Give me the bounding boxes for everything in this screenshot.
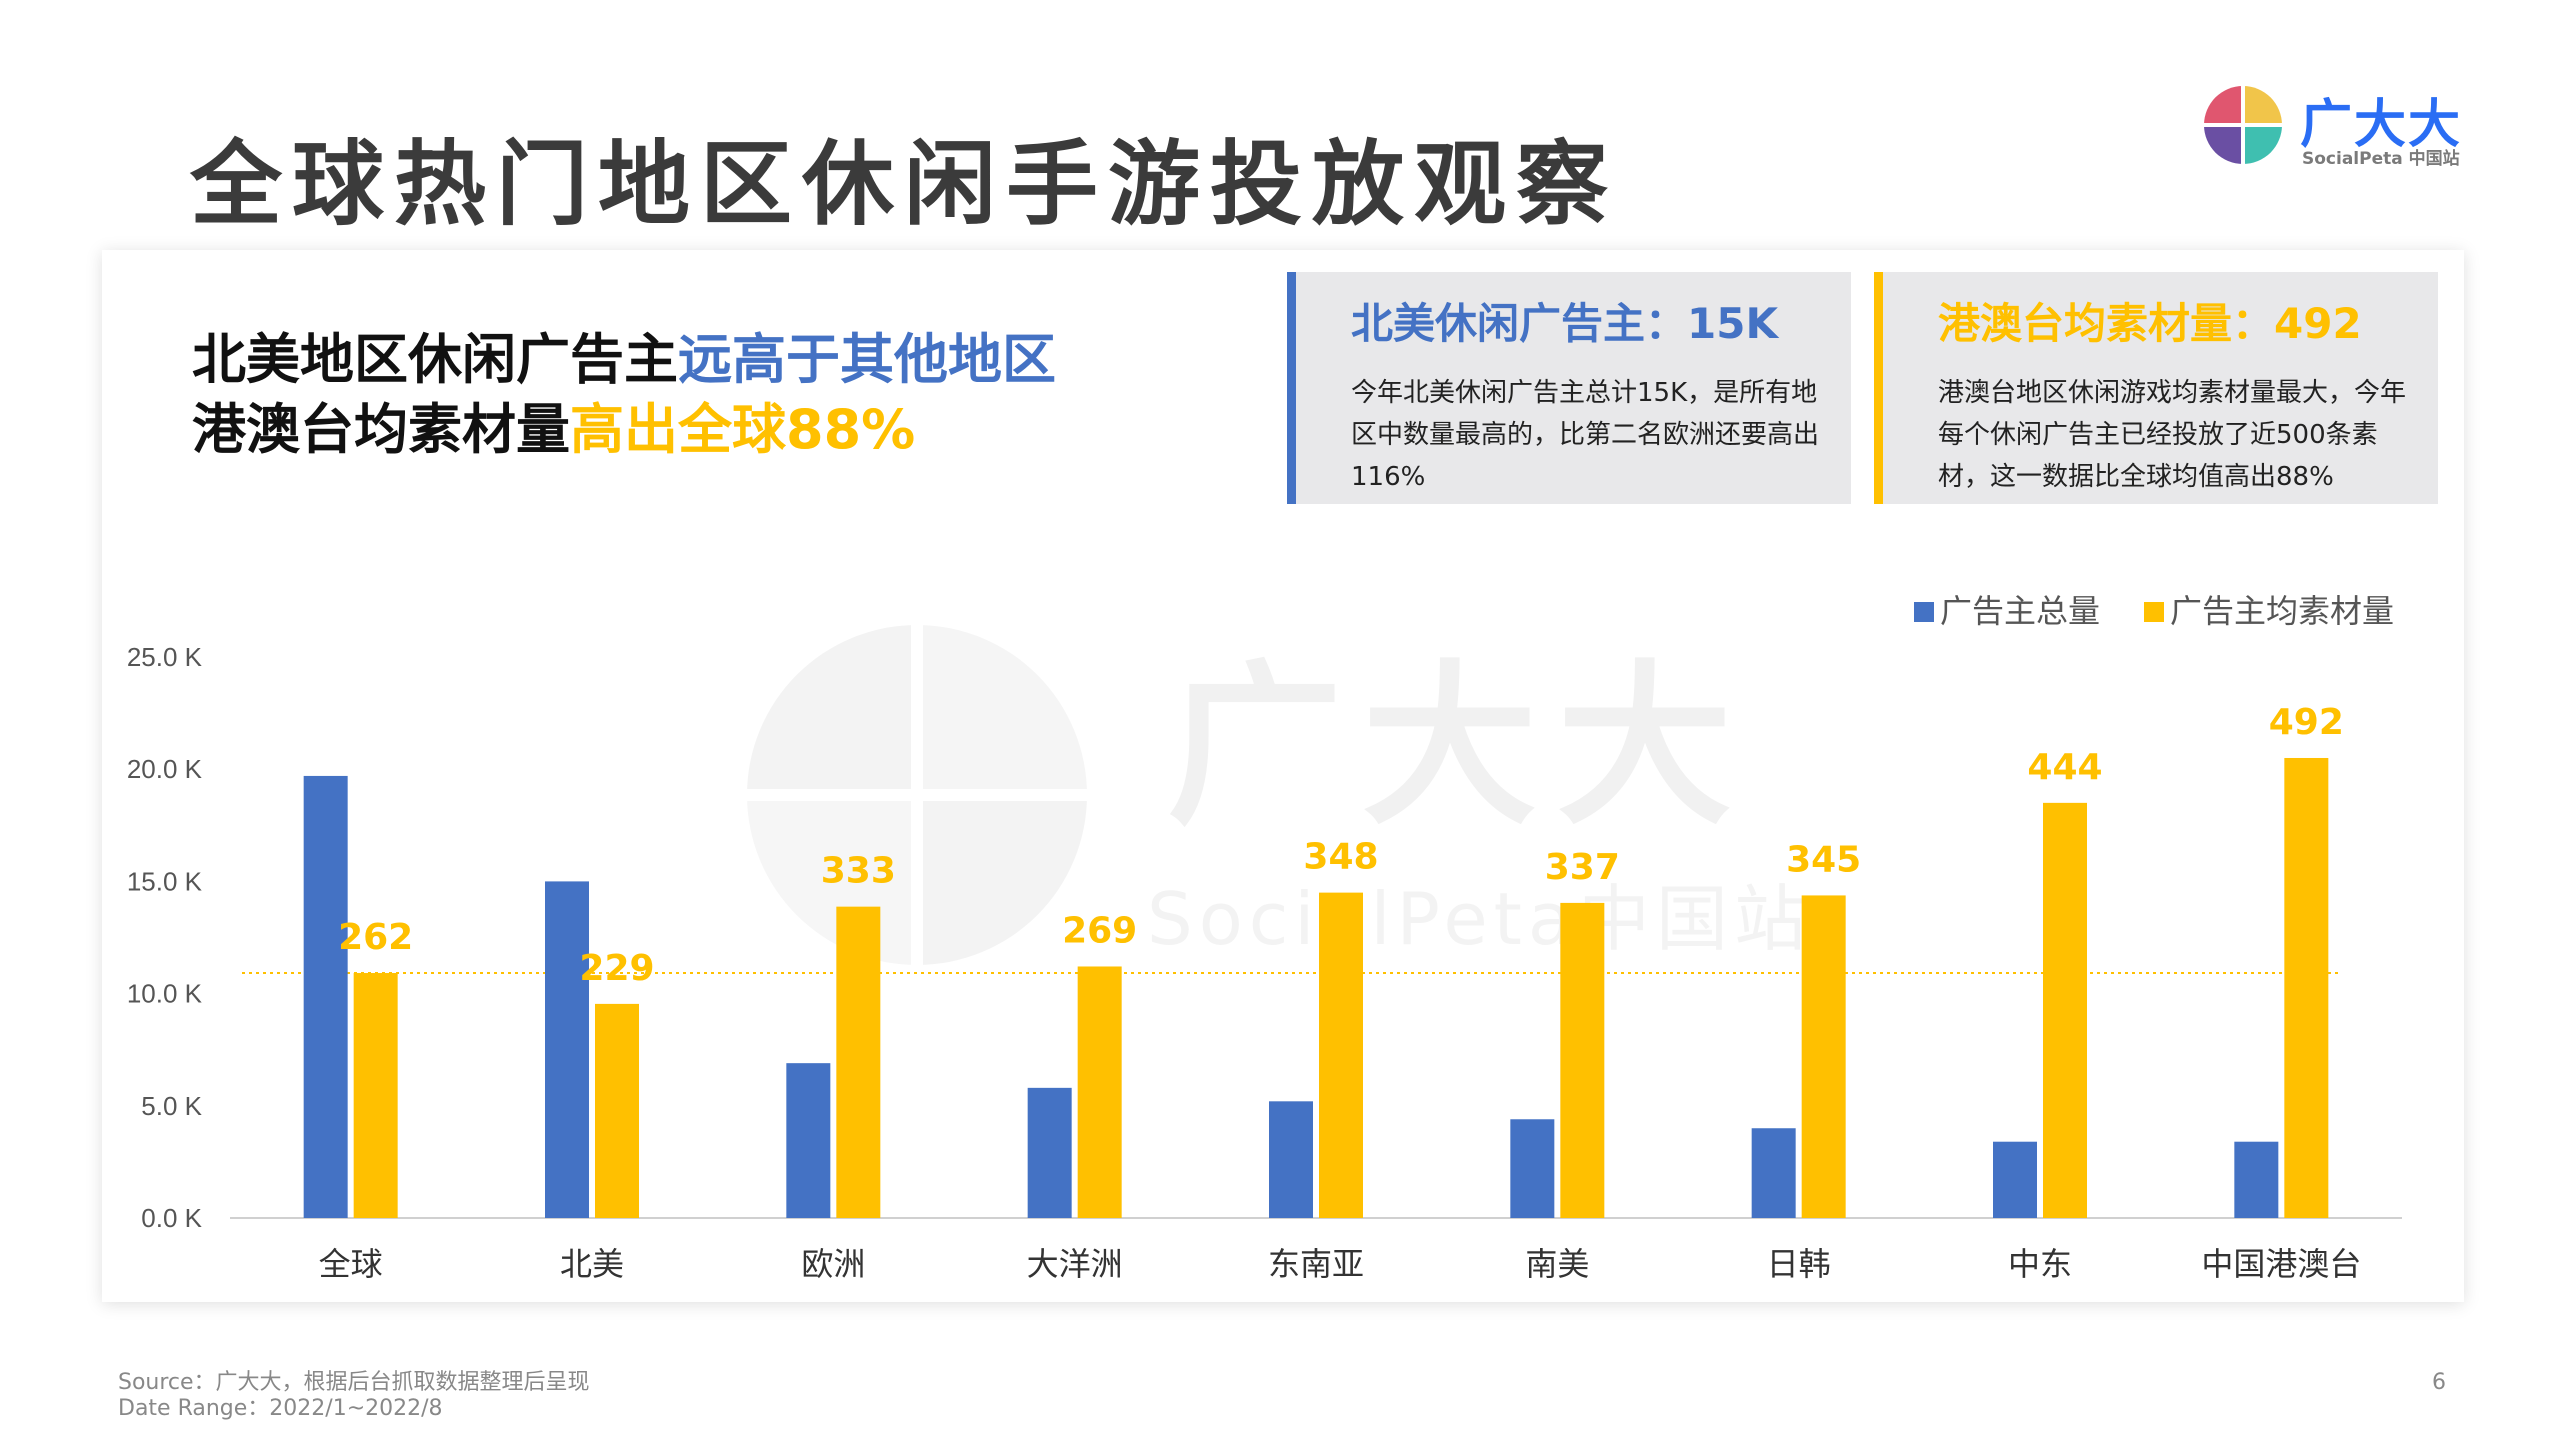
logo-mark-icon [2204, 86, 2282, 164]
footer-source: Source：广大大，根据后台抓取数据整理后呈现 Date Range：2022… [118, 1370, 590, 1422]
source-text: Source：广大大，根据后台抓取数据整理后呈现 [118, 1370, 590, 1395]
headline-line1-blue: 远高于其他地区 [678, 328, 1056, 391]
y-tick-label: 20.0 K [127, 754, 203, 784]
logo-name: 广大大 [2300, 95, 2463, 155]
y-tick-label: 15.0 K [127, 866, 203, 896]
bar-avg-creatives [1319, 892, 1363, 1218]
x-category-label: 中东 [2008, 1245, 2072, 1283]
info-box-title: 港澳台均素材量：492 [1938, 299, 2362, 348]
y-tick-label: 5.0 K [141, 1091, 202, 1121]
bar-avg-creatives [2284, 757, 2329, 1218]
headline-line2-yellow: 高出全球88% [570, 398, 916, 461]
x-category-label: 大洋洲 [1027, 1245, 1123, 1283]
info-box-north-america: 北美休闲广告主：15K 今年北美休闲广告主总计15K，是所有地区中数量最高的，比… [1287, 272, 1851, 504]
bar-advertisers-total [1751, 1128, 1796, 1218]
x-category-label: 东南亚 [1268, 1245, 1364, 1283]
page-title: 全球热门地区休闲手游投放观察 [190, 131, 1619, 238]
page-number: 6 [2432, 1370, 2446, 1395]
x-category-label: 全球 [319, 1245, 383, 1283]
bar-advertisers-total [1510, 1119, 1555, 1218]
info-box-body: 港澳台地区休闲游戏均素材量最大，今年每个休闲广告主已经投放了近500条素材，这一… [1938, 378, 2407, 492]
watermark-text: 广大大 [1167, 646, 1752, 849]
logo-subtitle: SocialPeta 中国站 [2302, 149, 2460, 169]
legend-swatch-advertisers-total [1914, 602, 1934, 622]
headline-line-1: 北美地区休闲广告主远高于其他地区 [192, 325, 1056, 395]
data-label: 269 [1062, 910, 1137, 951]
data-label: 229 [579, 948, 654, 989]
x-category-label: 欧洲 [801, 1245, 865, 1283]
bar-advertisers-total [1027, 1087, 1072, 1218]
legend-label-advertisers-total: 广告主总量 [1940, 592, 2100, 630]
x-category-label: 南美 [1525, 1245, 1589, 1283]
bar-advertisers-total [1269, 1101, 1313, 1218]
bar-advertisers-total [545, 881, 589, 1218]
bar-avg-creatives [836, 906, 881, 1218]
x-category-label: 北美 [560, 1245, 624, 1283]
date-range-text: Date Range：2022/1~2022/8 [118, 1396, 443, 1421]
content-card: 广大大 SocialPeta中国站 北美地区休闲广告主远高于其他地区 港澳台均素… [102, 250, 2464, 1302]
data-label: 333 [821, 851, 896, 892]
y-tick-label: 0.0 K [141, 1203, 202, 1233]
info-box-hk-macau-taiwan: 港澳台均素材量：492 港澳台地区休闲游戏均素材量最大，今年每个休闲广告主已经投… [1874, 272, 2438, 504]
legend-swatch-avg-creatives [2144, 602, 2164, 622]
data-label: 337 [1545, 847, 1620, 888]
bar-avg-creatives [353, 973, 398, 1218]
x-category-label: 中国港澳台 [2201, 1245, 2361, 1283]
y-tick-label: 25.0 K [127, 642, 203, 672]
data-label: 444 [2027, 747, 2102, 788]
headline: 北美地区休闲广告主远高于其他地区 港澳台均素材量高出全球88% [192, 325, 1056, 465]
headline-line-2: 港澳台均素材量高出全球88% [192, 395, 1056, 465]
data-label: 348 [1303, 837, 1378, 878]
headline-line1-dark: 北美地区休闲广告主 [192, 328, 678, 391]
bar-advertisers-total [2234, 1141, 2279, 1218]
y-tick-label: 10.0 K [127, 979, 203, 1009]
legend-label-avg-creatives: 广告主均素材量 [2170, 592, 2394, 630]
watermark-subtext: SocialPeta中国站 [1147, 877, 1812, 961]
bar-avg-creatives [595, 1003, 639, 1218]
bar-chart: 0.0 K 5.0 K 10.0 K 15.0 K 20.0 K 25.0 K 262 全球 2… [127, 592, 2402, 1283]
logo: 广大大 SocialPeta 中国站 [2200, 82, 2500, 172]
info-box-body: 今年北美休闲广告主总计15K，是所有地区中数量最高的，比第二名欧洲还要高出116… [1351, 378, 1820, 492]
headline-line2-dark: 港澳台均素材量 [192, 398, 570, 461]
bar-advertisers-total [1993, 1141, 2037, 1218]
bar-avg-creatives [1077, 966, 1122, 1218]
x-category-label: 日韩 [1767, 1245, 1831, 1283]
info-box-title: 北美休闲广告主：15K [1351, 299, 1778, 348]
bar-avg-creatives [1801, 895, 1846, 1218]
bar-avg-creatives [1560, 902, 1605, 1218]
data-label: 262 [338, 917, 413, 958]
data-label: 345 [1786, 839, 1861, 880]
bar-advertisers-total [303, 775, 348, 1218]
bar-avg-creatives [2043, 802, 2087, 1218]
bar-advertisers-total [786, 1063, 831, 1218]
data-label: 492 [2269, 702, 2344, 743]
